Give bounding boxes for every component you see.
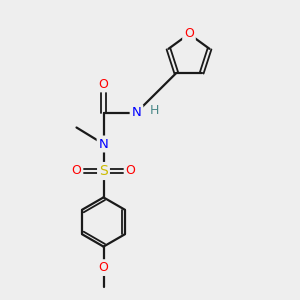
Text: O: O (99, 77, 108, 91)
Text: O: O (72, 164, 81, 178)
Text: N: N (99, 137, 108, 151)
Text: O: O (184, 27, 194, 40)
Text: O: O (126, 164, 135, 178)
Text: N: N (132, 106, 141, 119)
Text: S: S (99, 164, 108, 178)
Text: H: H (150, 104, 159, 118)
Text: O: O (99, 261, 108, 274)
